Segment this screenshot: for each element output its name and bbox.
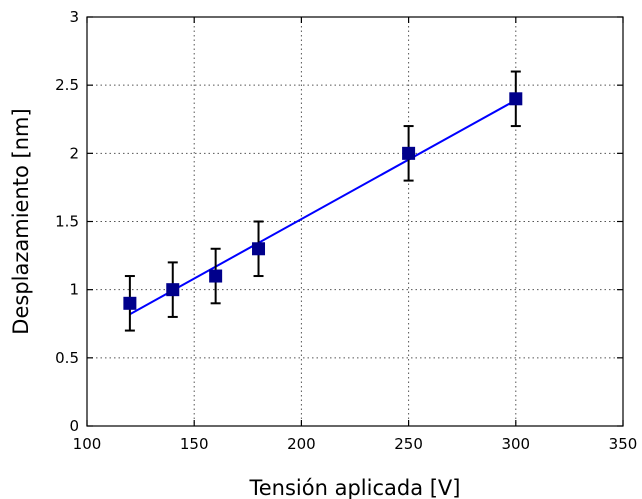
y-tick-label: 2 — [69, 144, 79, 162]
y-tick-label: 1 — [69, 281, 79, 299]
y-tick-label: 3 — [69, 8, 79, 26]
fit-line-layer — [129, 99, 517, 316]
y-tick-label: 1.5 — [55, 213, 79, 231]
tick-labels: 100 150 200 250 300 350 0 0.5 1 1.5 2 2.5 3 — [55, 8, 637, 453]
data-point — [123, 296, 137, 310]
axis-ticks — [86, 16, 624, 427]
x-tick-label: 250 — [394, 435, 423, 453]
data-point — [209, 269, 223, 283]
x-axis-label: Tensión aplicada [V] — [248, 476, 460, 499]
x-tick-label: 150 — [180, 435, 209, 453]
y-tick-label: 0 — [69, 417, 79, 435]
grid — [87, 17, 623, 426]
x-tick-label: 300 — [501, 435, 530, 453]
data-point — [252, 242, 266, 256]
data-point — [402, 146, 416, 160]
x-tick-label: 100 — [73, 435, 102, 453]
data-point — [166, 283, 180, 297]
data-markers — [123, 92, 523, 310]
error-bars — [124, 70, 521, 332]
data-point — [509, 92, 523, 106]
fit-line — [129, 99, 517, 316]
y-axis-label: Desplazamiento [nm] — [9, 108, 33, 334]
x-tick-label: 200 — [287, 435, 316, 453]
x-tick-label: 350 — [609, 435, 638, 453]
y-tick-label: 0.5 — [55, 349, 79, 367]
y-tick-label: 2.5 — [55, 76, 79, 94]
